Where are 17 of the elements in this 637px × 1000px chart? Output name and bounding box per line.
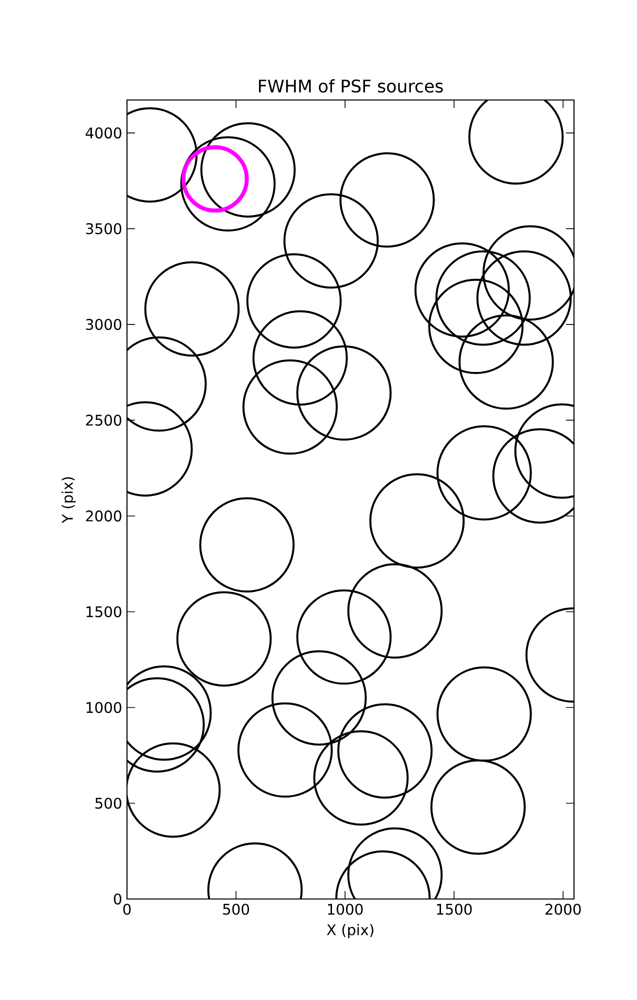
- y-tick-label: 2500: [86, 414, 122, 426]
- y-tick-label: 4000: [86, 127, 122, 138]
- y-tick-label: 0: [114, 893, 122, 905]
- y-tick-label: 3000: [86, 318, 122, 330]
- x-tick-label: 500: [223, 904, 250, 915]
- x-tick-label: 1000: [328, 904, 363, 915]
- y-axis-title: Y (pix): [62, 477, 76, 524]
- chart-title: FWHM of PSF sources: [259, 79, 443, 93]
- y-tick-label: 3500: [86, 223, 122, 234]
- y-tick-label: 500: [95, 798, 122, 809]
- x-tick-label: 1500: [437, 904, 472, 915]
- y-tick-label: 1500: [86, 606, 122, 618]
- x-tick-label: 0: [123, 904, 131, 915]
- x-axis-title: X (pix): [326, 924, 374, 938]
- y-tick-label: 1000: [86, 702, 122, 714]
- y-tick-label: 2000: [86, 510, 122, 522]
- x-tick-label: 2000: [546, 904, 581, 915]
